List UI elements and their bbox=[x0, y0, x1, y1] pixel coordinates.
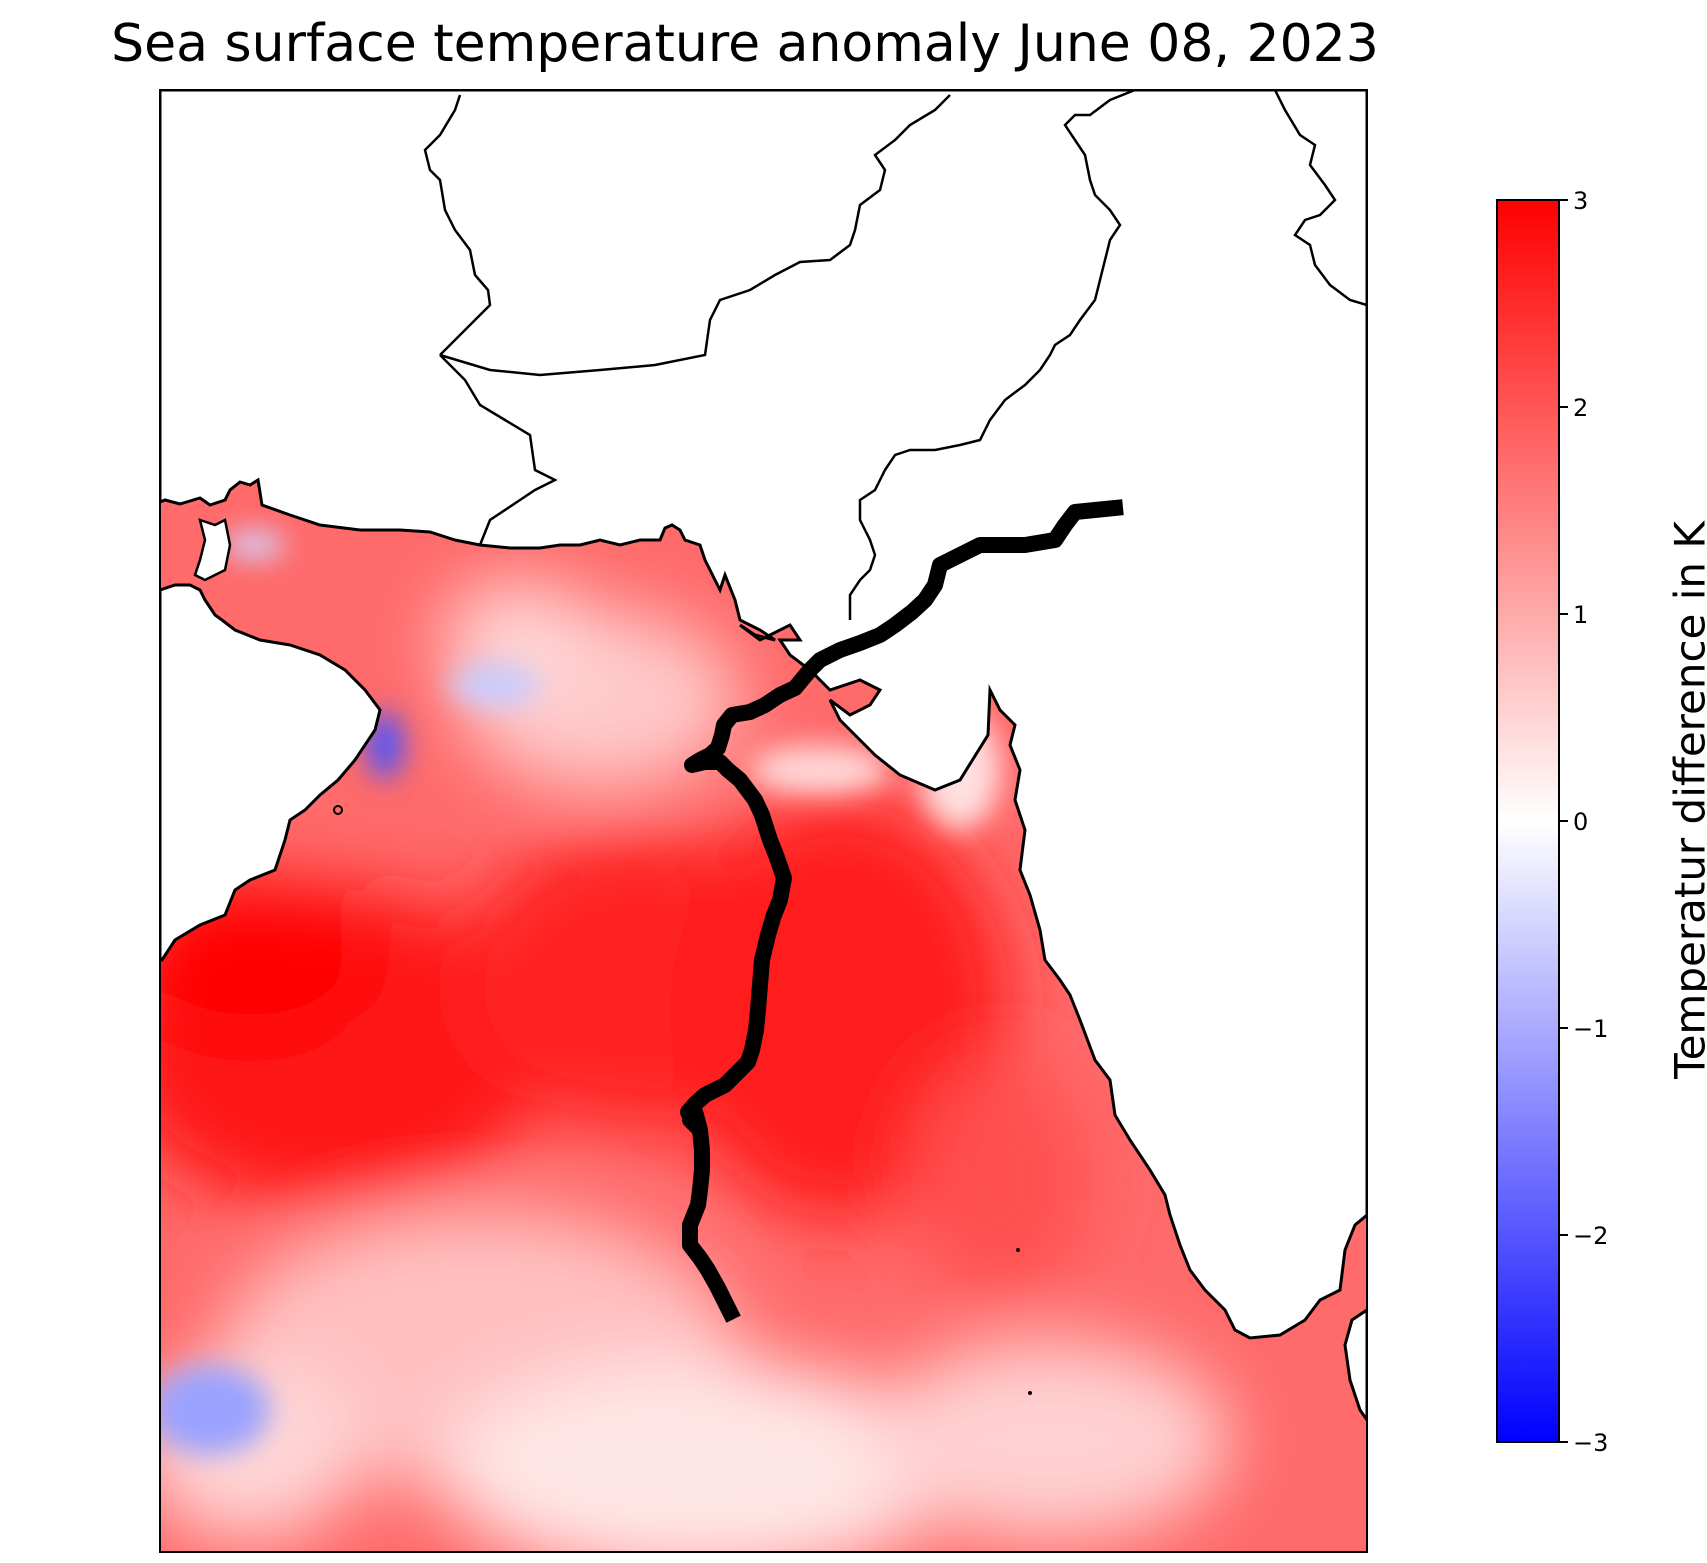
sri-lanka bbox=[1343, 1308, 1367, 1423]
asia-mainland bbox=[160, 90, 1367, 1340]
map-frame bbox=[159, 89, 1368, 1553]
colorbar-label: Temperatur difference in K bbox=[1665, 521, 1707, 1079]
colorbar-tick-label: 2 bbox=[1573, 394, 1588, 422]
cyclone-track bbox=[680, 499, 1124, 1323]
colorbar-tick-label: 0 bbox=[1573, 808, 1588, 836]
page-title: Sea surface temperature anomaly June 08,… bbox=[111, 14, 1379, 74]
musandam bbox=[193, 518, 232, 582]
colorbar-tick-label: 3 bbox=[1573, 187, 1588, 215]
colorbar-tick-label: −3 bbox=[1573, 1429, 1608, 1457]
colorbar-tick-label: −1 bbox=[1573, 1015, 1608, 1043]
country-borders bbox=[423, 90, 1367, 620]
colorbar: 3 2 1 0 −1 −2 −3 bbox=[1496, 187, 1608, 1457]
land-masses bbox=[160, 90, 1367, 1423]
arabian-peninsula bbox=[160, 583, 382, 962]
colorbar-ticks: 3 2 1 0 −1 −2 −3 bbox=[1559, 187, 1608, 1457]
colorbar-tick-label: −2 bbox=[1573, 1222, 1608, 1250]
colorbar-gradient bbox=[1496, 199, 1560, 1443]
colorbar-tick-label: 1 bbox=[1573, 601, 1588, 629]
